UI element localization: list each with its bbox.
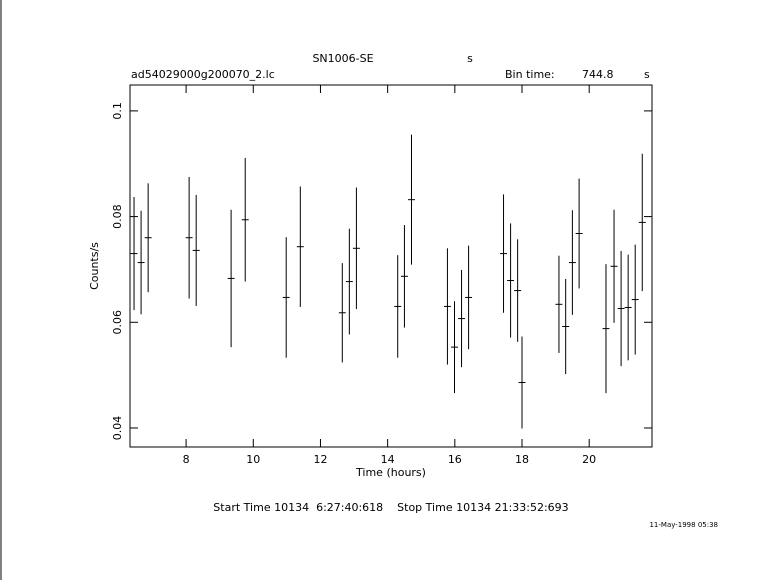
x-tick-label: 14	[381, 453, 395, 466]
bin-time-label: Bin time:	[505, 68, 555, 81]
y-tick-label: 0.04	[111, 416, 124, 441]
y-tick-label: 0.08	[111, 204, 124, 229]
bin-time: 744.8	[582, 68, 614, 81]
timestamp: 11-May-1998 05:38	[649, 521, 718, 529]
x-axis-label: Time (hours)	[355, 466, 426, 479]
chart-title: SN1006-SE	[312, 52, 373, 65]
x-tick-label: 18	[515, 453, 529, 466]
bin-time-unit: s	[644, 68, 650, 81]
x-tick-label: 16	[448, 453, 462, 466]
x-tick-label: 20	[582, 453, 596, 466]
file-name: ad54029000g200070_2.lc	[131, 68, 275, 81]
y-axis-label: Counts/s	[88, 242, 101, 290]
time-range: Start Time 10134 6:27:40:618 Stop Time 1…	[213, 501, 568, 514]
x-tick-label: 8	[183, 453, 190, 466]
plot-frame	[129, 84, 653, 448]
y-tick-label: 0.06	[111, 310, 124, 335]
y-tick-label: 0.1	[111, 102, 124, 120]
x-tick-label: 12	[313, 453, 327, 466]
x-tick-label: 10	[246, 453, 260, 466]
title-unit: s	[467, 52, 473, 65]
